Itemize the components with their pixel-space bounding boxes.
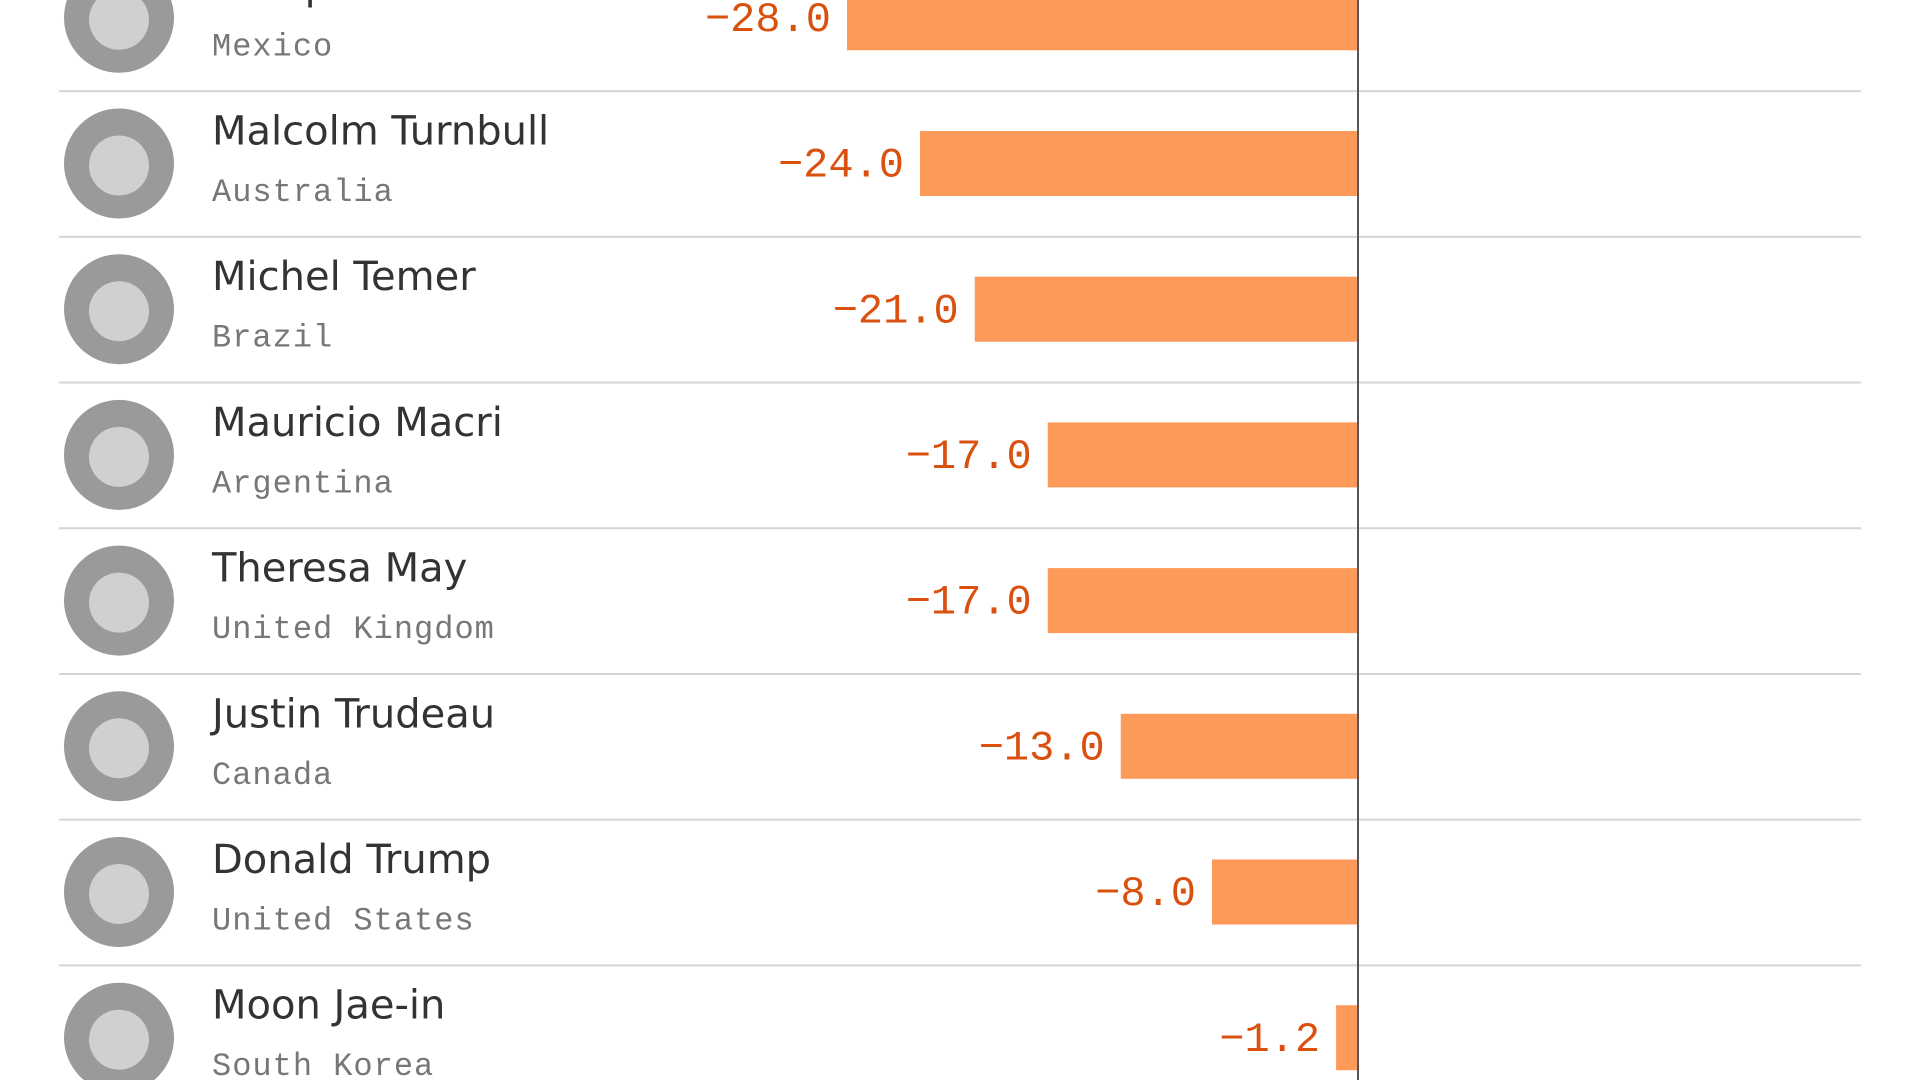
bar (847, 0, 1358, 51)
avatar-face (89, 718, 149, 779)
country-name: United States (212, 902, 475, 939)
value-label: −28.0 (705, 0, 831, 44)
avatar-face (89, 1009, 149, 1070)
bar (1047, 422, 1358, 488)
leader-name: Michel Temer (212, 254, 476, 300)
value-label: −24.0 (778, 142, 904, 190)
country-name: Australia (212, 174, 394, 211)
country-name: Mexico (212, 28, 333, 65)
avatar-face (89, 572, 149, 633)
country-name: Argentina (212, 465, 394, 502)
value-label: −17.0 (906, 579, 1032, 627)
country-name: South Korea (212, 1048, 434, 1080)
country-name: United Kingdom (212, 611, 495, 648)
leader-name: Moon Jae-in (212, 983, 445, 1029)
bar (1336, 1005, 1358, 1071)
value-label: −1.2 (1219, 1016, 1320, 1064)
value-label: −21.0 (833, 287, 959, 335)
bar (920, 131, 1358, 196)
leader-name: Enrique Peña Nieto (212, 0, 594, 9)
country-name: Brazil (212, 320, 333, 357)
bar (1047, 568, 1358, 634)
leader-name: Malcolm Turnbull (212, 109, 549, 155)
avatar-face (89, 135, 149, 196)
leader-name: Donald Trump (212, 837, 491, 883)
leader-name: Mauricio Macri (212, 400, 503, 446)
bar (1212, 859, 1358, 925)
value-label: −13.0 (979, 724, 1105, 772)
leader-name: Theresa May (211, 546, 467, 592)
bar (974, 276, 1358, 342)
country-name: Canada (212, 757, 333, 794)
avatar-face (89, 426, 149, 487)
avatar-face (89, 281, 149, 342)
avatar-face (89, 0, 149, 50)
value-label: −8.0 (1095, 870, 1196, 918)
avatar-face (89, 864, 149, 924)
bar (1120, 713, 1358, 779)
value-label: −17.0 (906, 433, 1032, 481)
leader-name: Justin Trudeau (209, 691, 495, 737)
